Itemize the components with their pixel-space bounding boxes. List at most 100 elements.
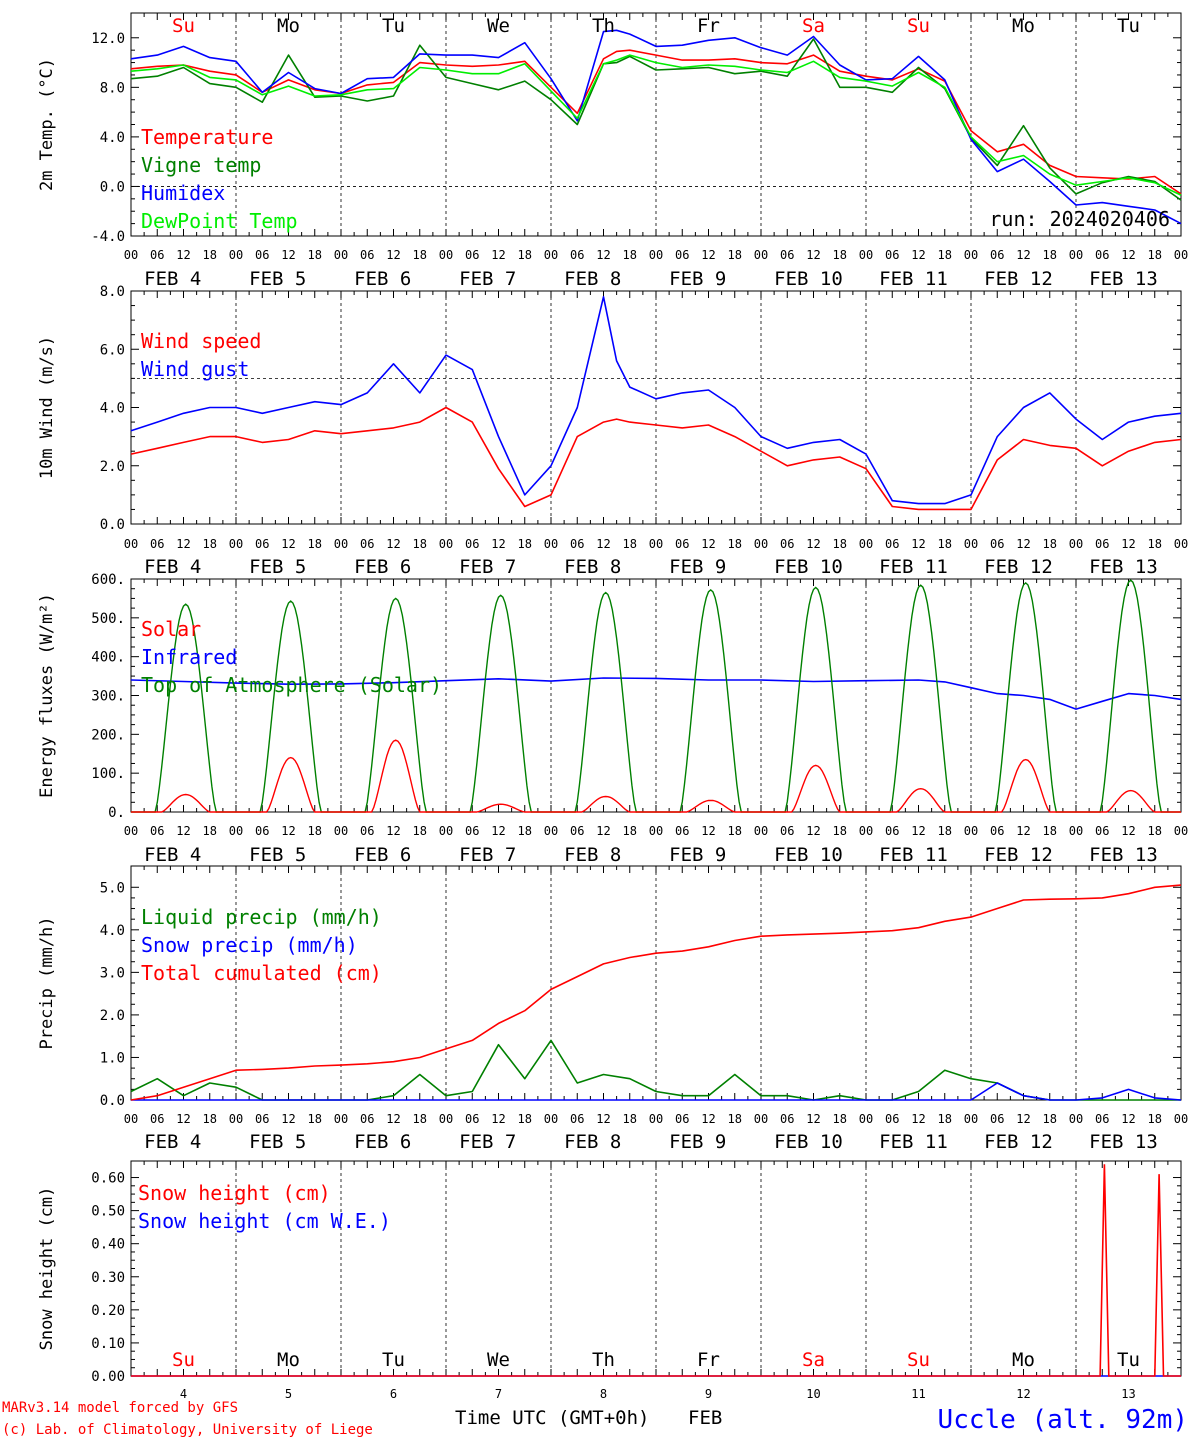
- day-number-label: 8: [600, 1387, 607, 1401]
- hour-tick-label: 06: [255, 537, 269, 551]
- hour-tick-label: 18: [623, 248, 637, 262]
- hour-tick-label: 18: [1148, 824, 1162, 838]
- hour-tick-label: 18: [1043, 248, 1057, 262]
- y-tick-label: 3.0: [100, 965, 125, 981]
- hour-tick-label: 00: [649, 1112, 663, 1126]
- hour-tick-label: 12: [701, 248, 715, 262]
- y-tick-label: 4.0: [100, 923, 125, 939]
- hour-tick-label: 06: [885, 537, 899, 551]
- hour-tick-label: 00: [229, 537, 243, 551]
- hour-tick-label: 00: [229, 248, 243, 262]
- hour-tick-label: 06: [360, 537, 374, 551]
- hour-tick-label: 18: [1043, 537, 1057, 551]
- hour-tick-label: 00: [859, 1112, 873, 1126]
- y-tick-label: 600.: [91, 572, 125, 588]
- date-label: FEB 8: [564, 556, 621, 578]
- hour-tick-label: 06: [780, 1112, 794, 1126]
- y-tick-label: 500.: [91, 611, 125, 627]
- weekday-label: Su: [907, 15, 930, 37]
- date-label: FEB 12: [984, 268, 1053, 290]
- date-label: FEB 12: [984, 556, 1053, 578]
- day-number-label: 5: [285, 1387, 292, 1401]
- weekday-label: Tu: [1117, 1349, 1140, 1371]
- hour-tick-label: 18: [833, 537, 847, 551]
- hour-tick-label: 18: [728, 824, 742, 838]
- hour-tick-label: 00: [544, 1112, 558, 1126]
- weekday-label: Mo: [1012, 15, 1035, 37]
- hour-tick-label: 18: [728, 1112, 742, 1126]
- y-tick-label: 0.00: [91, 1369, 125, 1385]
- hour-tick-label: 06: [570, 1112, 584, 1126]
- hour-tick-label: 12: [1121, 537, 1135, 551]
- weekday-label: Fr: [697, 15, 720, 37]
- date-label: FEB 5: [249, 844, 306, 866]
- date-label: FEB 5: [249, 556, 306, 578]
- hour-tick-label: 00: [1174, 248, 1188, 262]
- y-tick-label: 2.0: [100, 459, 125, 475]
- hour-tick-label: 06: [990, 1112, 1004, 1126]
- hour-tick-label: 12: [1016, 537, 1030, 551]
- legend-entry: Wind gust: [141, 357, 249, 381]
- hour-tick-label: 12: [386, 248, 400, 262]
- hour-tick-label: 12: [386, 1112, 400, 1126]
- weekday-label: Su: [172, 15, 195, 37]
- legend-entry: Infrared: [141, 645, 237, 669]
- hour-tick-label: 00: [859, 248, 873, 262]
- y-axis-label: Snow height (cm): [37, 1187, 57, 1351]
- day-number-label: 4: [180, 1387, 187, 1401]
- date-label: FEB 5: [249, 268, 306, 290]
- hour-tick-label: 12: [596, 248, 610, 262]
- hour-tick-label: 12: [911, 537, 925, 551]
- day-number-label: 10: [806, 1387, 820, 1401]
- day-number-label: 13: [1121, 1387, 1135, 1401]
- hour-tick-label: 18: [203, 1112, 217, 1126]
- hour-tick-label: 18: [413, 248, 427, 262]
- series-line-dewpoint-temp: [130, 54, 1182, 196]
- hour-tick-label: 12: [281, 248, 295, 262]
- hour-tick-label: 18: [938, 824, 952, 838]
- hour-tick-label: 18: [1043, 1112, 1057, 1126]
- hour-tick-label: 12: [1016, 1112, 1030, 1126]
- date-label: FEB 6: [354, 844, 411, 866]
- hour-tick-label: 12: [176, 1112, 190, 1126]
- hour-tick-label: 12: [491, 824, 505, 838]
- legend-entry: Liquid precip (mm/h): [141, 905, 382, 929]
- series-line-infrared: [130, 677, 1182, 710]
- hour-tick-label: 00: [964, 537, 978, 551]
- y-tick-label: 12.0: [91, 31, 125, 47]
- hour-tick-label: 12: [701, 824, 715, 838]
- hour-tick-label: 00: [544, 537, 558, 551]
- hour-tick-label: 06: [570, 824, 584, 838]
- hour-tick-label: 12: [806, 1112, 820, 1126]
- hour-tick-label: 06: [1095, 1112, 1109, 1126]
- series-line-solar: [131, 739, 1181, 813]
- hour-tick-label: 00: [754, 248, 768, 262]
- y-tick-label: 8.0: [100, 284, 125, 300]
- hour-tick-label: 06: [780, 248, 794, 262]
- weekday-label: Tu: [382, 1349, 405, 1371]
- legend-entry: Humidex: [141, 181, 225, 205]
- weekday-label: Sa: [802, 15, 825, 37]
- weekday-label: Tu: [1117, 15, 1140, 37]
- hour-tick-label: 12: [176, 248, 190, 262]
- date-label: FEB 12: [984, 1131, 1053, 1153]
- hour-tick-label: 00: [334, 248, 348, 262]
- hour-tick-label: 18: [833, 1112, 847, 1126]
- hour-tick-label: 00: [859, 824, 873, 838]
- x-axis-month: FEB: [688, 1407, 722, 1429]
- hour-tick-label: 18: [308, 248, 322, 262]
- hour-tick-label: 18: [518, 1112, 532, 1126]
- y-tick-label: 8.0: [100, 80, 125, 96]
- y-tick-label: 0.0: [100, 1093, 125, 1109]
- hour-tick-label: 06: [675, 537, 689, 551]
- hour-tick-label: 18: [518, 824, 532, 838]
- weekday-label: We: [487, 15, 510, 37]
- hour-tick-label: 06: [675, 248, 689, 262]
- weekday-label: Th: [592, 15, 615, 37]
- hour-tick-label: 18: [308, 537, 322, 551]
- hour-tick-label: 00: [124, 824, 138, 838]
- hour-tick-label: 00: [1174, 1112, 1188, 1126]
- hour-tick-label: 06: [465, 248, 479, 262]
- date-label: FEB 5: [249, 1131, 306, 1153]
- hour-tick-label: 12: [806, 248, 820, 262]
